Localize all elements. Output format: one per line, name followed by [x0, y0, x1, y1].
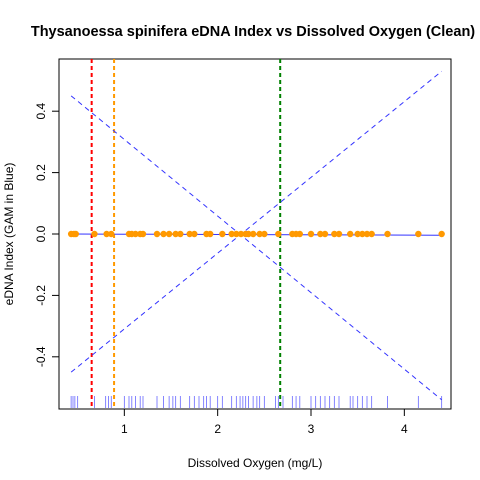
data-point — [256, 230, 263, 238]
data-point — [103, 230, 110, 238]
y-axis-label: eDNA Index (GAM in Blue) — [2, 163, 16, 306]
data-point — [359, 230, 366, 238]
data-point — [368, 230, 375, 238]
data-point — [153, 230, 161, 238]
data-point — [165, 230, 173, 238]
data-point — [275, 230, 282, 238]
data-point — [261, 230, 268, 238]
data-point — [331, 230, 338, 238]
data-point — [186, 230, 193, 238]
data-point — [177, 230, 184, 238]
data-point — [249, 230, 257, 238]
data-point — [307, 230, 315, 238]
x-axis-label: Dissolved Oxygen (mg/L) — [188, 456, 323, 470]
y-tick-label: -0.2 — [34, 285, 48, 306]
data-point — [228, 230, 235, 238]
data-point — [108, 230, 115, 238]
x-axis: 1 2 3 4 — [121, 408, 408, 436]
x-tick-label: 3 — [308, 422, 315, 436]
data-point — [384, 230, 391, 238]
y-tick-label: 0.4 — [34, 103, 48, 120]
data-point — [207, 230, 214, 238]
data-point — [219, 230, 226, 238]
confidence-lower-line — [70, 95, 442, 401]
data-point — [91, 230, 98, 238]
data-point — [335, 230, 343, 238]
data-point — [72, 230, 80, 238]
y-axis: -0.4 -0.2 0.0 0.2 0.4 — [34, 103, 60, 367]
data-point — [347, 230, 354, 238]
data-point — [139, 230, 147, 238]
data-point — [160, 230, 167, 238]
confidence-upper-line — [70, 70, 442, 373]
data-point — [132, 230, 139, 238]
data-point — [317, 230, 324, 238]
data-point — [245, 230, 252, 238]
data-point — [321, 230, 329, 238]
y-tick-label: 0.0 — [34, 225, 48, 242]
data-points — [67, 230, 445, 238]
data-point — [237, 230, 245, 238]
confidence-band — [70, 70, 442, 401]
x-tick-label: 2 — [214, 422, 221, 436]
x-tick-label: 4 — [401, 422, 408, 436]
data-point — [296, 230, 303, 238]
rug-marks — [70, 396, 443, 408]
data-point — [172, 230, 179, 238]
data-point — [191, 230, 198, 238]
x-tick-label: 1 — [121, 422, 128, 436]
chart-title: Thysanoessa spinifera eDNA Index vs Diss… — [31, 24, 475, 40]
data-point — [233, 230, 240, 238]
y-tick-label: -0.4 — [34, 346, 48, 367]
data-point — [354, 230, 361, 238]
y-tick-label: 0.2 — [34, 164, 48, 181]
data-point — [438, 230, 445, 238]
data-point — [363, 230, 371, 238]
data-point — [415, 230, 422, 238]
